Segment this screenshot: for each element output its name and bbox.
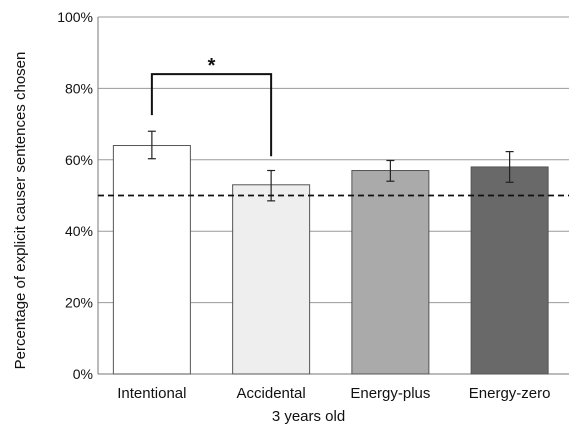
significance-bracket: [150, 73, 273, 157]
x-tick-label: Intentional: [117, 385, 186, 402]
x-axis-ticks: Intentional Accidental Energy-plus Energy-z…: [117, 385, 550, 402]
y-tick-label: 20%: [65, 295, 93, 311]
bar: [351, 170, 430, 375]
x-tick-label: Accidental: [237, 385, 306, 402]
significance-bracket-group: *: [150, 55, 273, 157]
y-tick-label: 60%: [65, 152, 93, 168]
bars: [112, 145, 549, 375]
x-tick-label: Energy-zero: [469, 385, 551, 402]
y-axis-label: Percentage of explicit causer sentences …: [12, 52, 29, 370]
y-axis-ticks: 0% 20% 40% 60% 80% 100%: [57, 9, 93, 382]
x-tick-label: Energy-plus: [350, 385, 430, 402]
y-tick-label: 80%: [65, 80, 93, 96]
bar: [112, 145, 191, 375]
y-tick-label: 100%: [57, 9, 93, 25]
significance-star: *: [208, 55, 216, 77]
bar: [232, 184, 311, 375]
bar: [470, 166, 549, 375]
error-bars: [147, 130, 514, 202]
y-tick-label: 0%: [73, 366, 93, 382]
y-tick-label: 40%: [65, 223, 93, 239]
x-axis-label: 3 years old: [272, 408, 345, 425]
